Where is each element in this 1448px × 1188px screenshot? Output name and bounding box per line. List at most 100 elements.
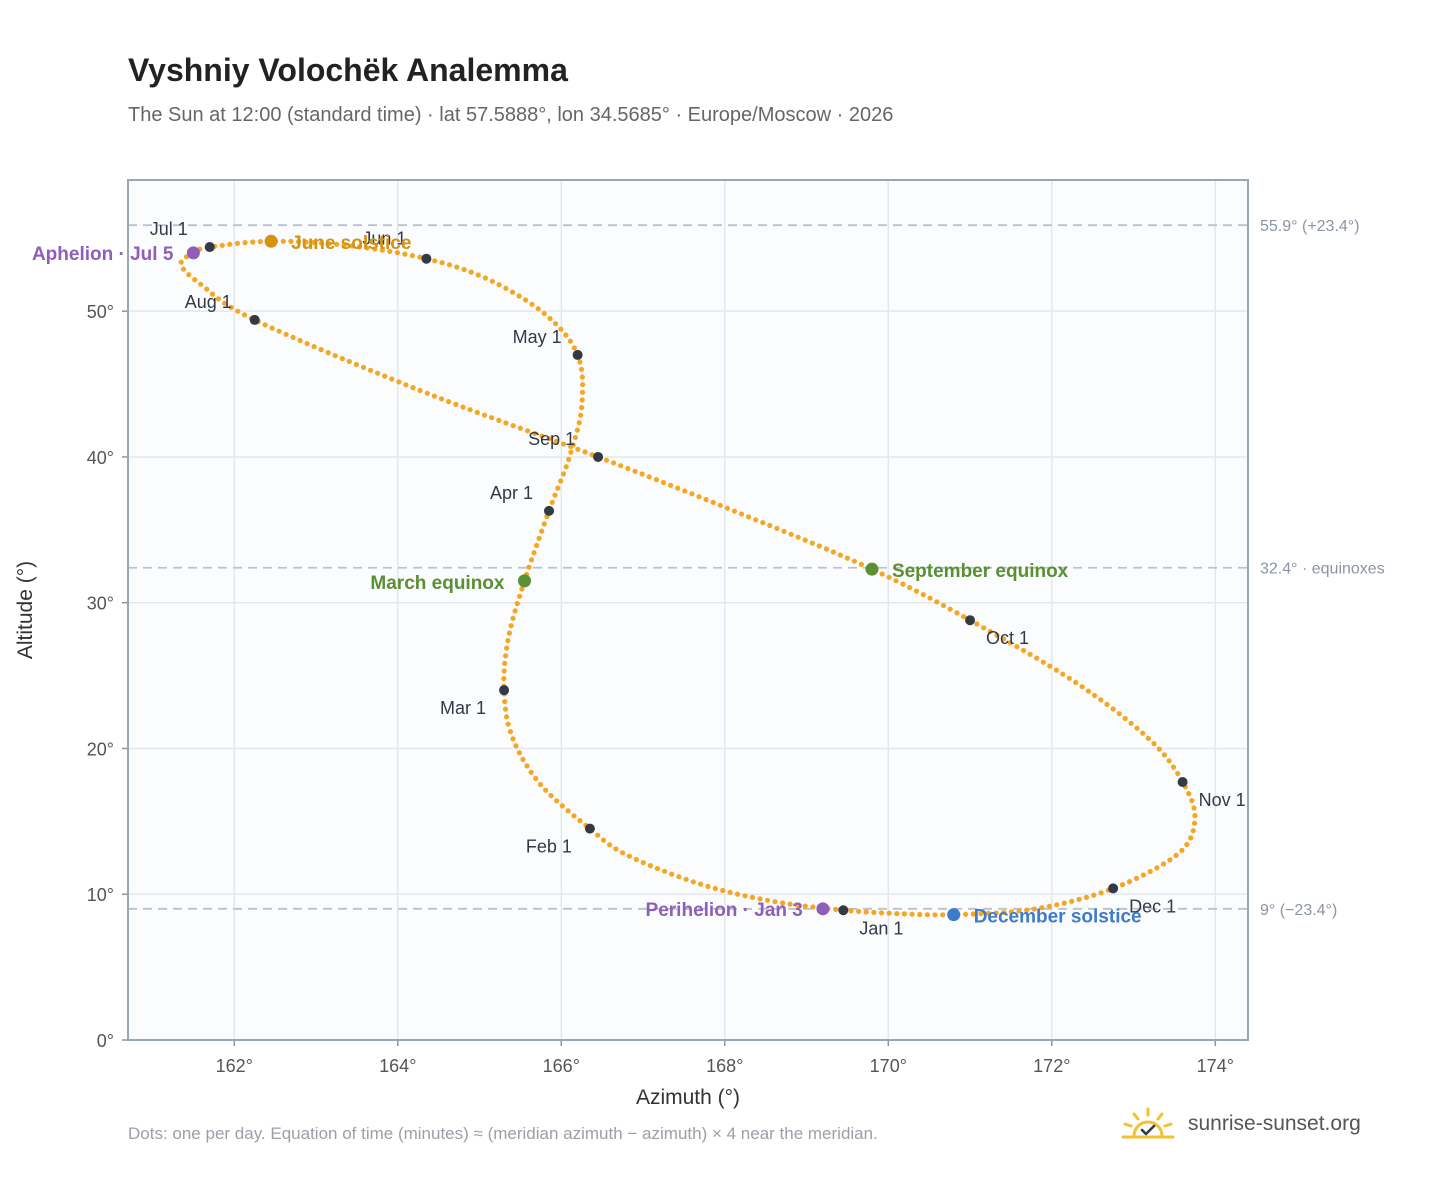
- day-dot: [802, 903, 808, 909]
- day-dot: [502, 706, 509, 712]
- day-dot: [660, 479, 667, 486]
- month-marker: [499, 685, 510, 696]
- day-dot: [1098, 697, 1104, 703]
- day-dot: [514, 601, 520, 607]
- day-dot: [505, 721, 511, 727]
- day-dot: [341, 242, 347, 248]
- day-dot: [504, 714, 510, 720]
- day-dot: [579, 405, 585, 411]
- day-dot: [1014, 644, 1020, 650]
- day-dot: [1160, 861, 1167, 867]
- day-dot: [1046, 903, 1052, 909]
- day-dot: [932, 912, 938, 918]
- day-dot: [810, 904, 816, 910]
- day-dot: [219, 242, 225, 248]
- september-equinox-marker: [865, 562, 879, 576]
- day-dot: [417, 387, 423, 394]
- day-dot: [215, 296, 221, 302]
- perihelion-marker: [816, 902, 830, 916]
- day-dot: [607, 842, 613, 848]
- day-dot: [1085, 688, 1091, 694]
- day-dot: [579, 374, 585, 380]
- day-dot: [1039, 905, 1045, 911]
- day-dot: [504, 645, 510, 651]
- y-tick-label: 10°: [87, 885, 114, 905]
- day-dot: [981, 625, 987, 631]
- month-marker: [204, 242, 215, 253]
- day-dot: [987, 628, 993, 635]
- day-dot: [326, 241, 332, 247]
- y-tick-label: 0°: [97, 1031, 114, 1051]
- day-dot: [1040, 659, 1046, 665]
- day-dot: [963, 911, 969, 917]
- day-dot: [505, 638, 511, 644]
- day-dot: [1091, 892, 1097, 898]
- day-dot: [257, 239, 263, 245]
- day-dot: [894, 911, 900, 917]
- day-dot: [1047, 663, 1053, 669]
- month-marker: [249, 314, 260, 325]
- day-dot: [524, 763, 530, 769]
- day-dot: [993, 910, 999, 916]
- x-tick-label: 166°: [543, 1056, 580, 1076]
- y-tick-label: 30°: [87, 594, 114, 614]
- day-dot: [318, 347, 324, 353]
- day-dot: [907, 585, 913, 591]
- day-dot: [626, 853, 633, 859]
- day-dot: [1166, 758, 1172, 764]
- day-dot: [269, 325, 275, 331]
- day-dot: [856, 908, 862, 915]
- day-dot: [1147, 868, 1153, 875]
- month-label: Jul 1: [150, 219, 188, 239]
- aphelion-label: Aphelion · Jul 5: [32, 244, 174, 265]
- day-dot: [1053, 667, 1059, 673]
- brand-name[interactable]: sunrise-sunset.org: [1188, 1112, 1361, 1135]
- day-dot: [632, 468, 638, 474]
- day-dot: [1175, 770, 1181, 777]
- day-dot: [1016, 908, 1022, 914]
- day-dot: [468, 269, 474, 275]
- day-dot: [531, 550, 537, 556]
- day-dot: [1083, 894, 1090, 901]
- day-dot: [879, 571, 885, 577]
- day-dot: [519, 586, 525, 592]
- day-dot: [669, 871, 675, 877]
- day-dot: [1179, 847, 1185, 853]
- day-dot: [461, 266, 467, 273]
- month-label: Jan 1: [859, 918, 903, 938]
- day-dot: [547, 315, 553, 322]
- day-dot: [403, 382, 409, 388]
- day-dot: [475, 272, 481, 278]
- day-dot: [710, 499, 716, 505]
- day-dot: [639, 471, 645, 477]
- month-label: Mar 1: [440, 698, 486, 718]
- day-dot: [553, 321, 559, 327]
- day-dot: [192, 277, 198, 283]
- day-dot: [546, 436, 552, 442]
- day-dot: [924, 912, 931, 918]
- day-dot: [549, 499, 555, 505]
- day-dot: [934, 599, 940, 605]
- day-dot: [571, 345, 577, 351]
- day-dot: [994, 632, 1000, 638]
- day-dot: [578, 412, 584, 418]
- day-dot: [1001, 909, 1007, 916]
- day-dot: [417, 254, 423, 260]
- day-dot: [1116, 711, 1122, 717]
- day-dot: [1140, 730, 1146, 736]
- day-dot: [517, 425, 524, 431]
- day-dot: [646, 474, 652, 480]
- brand[interactable]: sunrise-sunset.org: [1120, 1102, 1361, 1146]
- day-dot: [901, 911, 908, 917]
- day-dot: [1173, 852, 1179, 859]
- day-dot: [552, 492, 558, 498]
- day-dot: [1104, 701, 1110, 708]
- day-dot: [1069, 898, 1075, 904]
- day-dot: [1128, 720, 1134, 726]
- day-dot: [1060, 671, 1066, 677]
- day-dot: [1024, 907, 1030, 913]
- day-dot: [844, 555, 851, 561]
- reference-lines: 55.9° (+23.4°) 32.4° · equinoxes 9° (−23.4…: [128, 218, 1385, 919]
- day-dot: [334, 241, 340, 247]
- aphelion-marker: [186, 246, 200, 260]
